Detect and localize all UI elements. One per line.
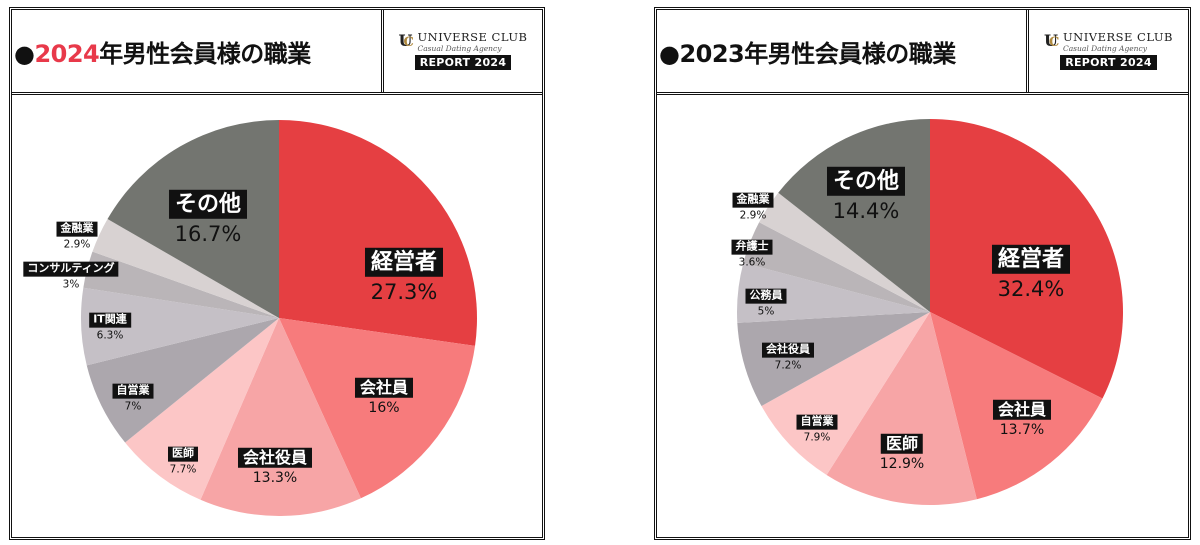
slice-label-経営者: 経営者 27.3% bbox=[364, 247, 444, 304]
pie-slice bbox=[83, 251, 279, 318]
slice-label-金融業: 金融業 2.9% bbox=[732, 192, 774, 222]
bullet-icon: ● bbox=[659, 39, 680, 68]
slice-label-弁護士: 弁護士 3.6% bbox=[731, 239, 773, 269]
slice-label-会社役員: 会社役員 7.2% bbox=[762, 342, 814, 372]
slice-label-会社役員: 会社役員 13.3% bbox=[237, 447, 313, 486]
slice-label-コンサルティング: コンサルティング 3% bbox=[23, 261, 119, 291]
pie-chart-2023 bbox=[737, 119, 1123, 505]
pie-chart-area: 経営者 27.3% 会社員 16% 会社役員 13.3% 医師 7.7% 自営業 7% I… bbox=[12, 95, 542, 537]
slice-label-金融業: 金融業 2.9% bbox=[56, 221, 98, 251]
bullet-icon: ● bbox=[14, 39, 35, 68]
slice-label-医師: 医師 12.9% bbox=[879, 433, 925, 473]
title-text: 年男性会員様の職業 bbox=[744, 39, 956, 68]
pie-slice bbox=[92, 219, 279, 318]
brand-name: UNIVERSE CLUB bbox=[1062, 30, 1174, 44]
pie-slice bbox=[737, 312, 930, 407]
brand-name: UNIVERSE CLUB bbox=[417, 30, 528, 44]
brand-tagline: Casual Dating Agency bbox=[417, 43, 502, 53]
slice-label-会社員: 会社員 13.7% bbox=[992, 399, 1052, 438]
slice-label-自営業: 自営業 7% bbox=[112, 383, 154, 413]
pie-slice bbox=[826, 312, 977, 505]
pie-slice bbox=[279, 120, 477, 346]
title-cell: ●2023年男性会員様の職業 bbox=[657, 10, 1029, 92]
pie-slice bbox=[125, 318, 279, 500]
slice-label-その他: その他 16.7% bbox=[168, 189, 248, 246]
slice-label-公務員: 公務員 5% bbox=[745, 288, 787, 318]
report-badge: REPORT 2024 bbox=[1060, 55, 1157, 70]
title-year: 2023 bbox=[679, 39, 745, 68]
pie-slice bbox=[761, 312, 930, 475]
slice-label-経営者: 経営者 32.4% bbox=[991, 244, 1071, 301]
pie-slice bbox=[743, 222, 930, 312]
title-cell: ●2024年男性会員様の職業 bbox=[12, 10, 384, 92]
pie-slice bbox=[86, 318, 280, 443]
report-badge: REPORT 2024 bbox=[414, 55, 512, 70]
pie-slice bbox=[279, 318, 476, 499]
slice-label-会社員: 会社員 16% bbox=[354, 377, 414, 416]
chart-title: ●2024年男性会員様の職業 bbox=[12, 34, 311, 69]
brand-tagline: Casual Dating Agency bbox=[1062, 43, 1147, 53]
pie-chart-area: 経営者 32.4% 会社員 13.7% 医師 12.9% 自営業 7.9% 会社役員 7.… bbox=[657, 95, 1188, 537]
slice-label-その他: その他 14.4% bbox=[826, 166, 906, 223]
pie-slice bbox=[80, 287, 279, 366]
chart-title: ●2023年男性会員様の職業 bbox=[657, 34, 956, 69]
pie-slice bbox=[759, 192, 930, 312]
title-year: 2024 bbox=[34, 39, 100, 68]
slice-label-IT関連: IT関連 6.3% bbox=[89, 312, 131, 342]
slice-label-医師: 医師 7.7% bbox=[168, 446, 198, 476]
title-text: 年男性会員様の職業 bbox=[99, 39, 311, 68]
slice-label-自営業: 自営業 7.9% bbox=[796, 414, 838, 444]
pie-slice bbox=[737, 262, 930, 323]
